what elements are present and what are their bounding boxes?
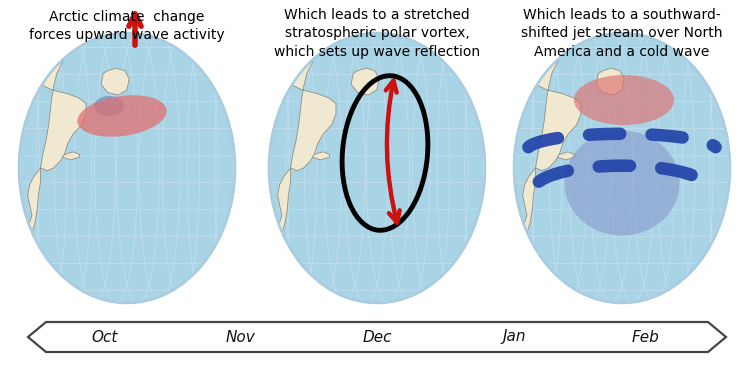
Polygon shape bbox=[523, 49, 581, 241]
Polygon shape bbox=[557, 152, 575, 160]
Polygon shape bbox=[101, 68, 129, 95]
Ellipse shape bbox=[78, 95, 167, 137]
Text: Nov: Nov bbox=[225, 330, 255, 345]
Text: Which leads to a stretched
stratospheric polar vortex,
which sets up wave reflec: Which leads to a stretched stratospheric… bbox=[274, 8, 480, 59]
Polygon shape bbox=[62, 152, 79, 160]
Ellipse shape bbox=[19, 33, 235, 303]
Text: Feb: Feb bbox=[631, 330, 659, 345]
Text: Jan: Jan bbox=[502, 330, 526, 345]
Ellipse shape bbox=[19, 33, 235, 303]
Text: Arctic climate  change
forces upward wave activity: Arctic climate change forces upward wave… bbox=[29, 10, 225, 42]
Polygon shape bbox=[28, 322, 726, 352]
Ellipse shape bbox=[574, 75, 674, 125]
Polygon shape bbox=[28, 49, 86, 241]
Polygon shape bbox=[596, 68, 624, 95]
Polygon shape bbox=[351, 68, 379, 95]
Ellipse shape bbox=[269, 33, 485, 303]
Ellipse shape bbox=[94, 96, 124, 116]
Ellipse shape bbox=[269, 33, 485, 303]
Polygon shape bbox=[277, 49, 336, 241]
Ellipse shape bbox=[514, 33, 730, 303]
Text: Which leads to a southward-
shifted jet stream over North
America and a cold wav: Which leads to a southward- shifted jet … bbox=[521, 8, 723, 59]
Text: Dec: Dec bbox=[362, 330, 392, 345]
Text: Oct: Oct bbox=[92, 330, 118, 345]
Ellipse shape bbox=[514, 33, 730, 303]
Ellipse shape bbox=[565, 131, 679, 236]
Polygon shape bbox=[312, 152, 329, 160]
